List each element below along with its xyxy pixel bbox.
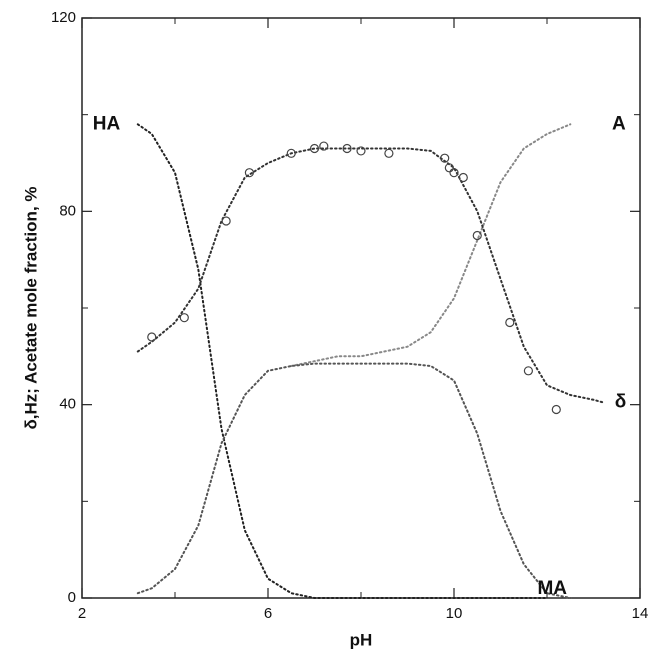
curve xyxy=(136,123,548,599)
curve-label: δ xyxy=(615,391,627,412)
curve-label: HA xyxy=(93,113,121,134)
y-tick-label: 120 xyxy=(51,9,76,26)
x-tick-label: 6 xyxy=(264,605,272,622)
data-point xyxy=(309,143,320,154)
curve xyxy=(136,147,604,404)
data-point xyxy=(440,153,450,163)
data-point xyxy=(384,148,394,158)
data-point xyxy=(286,148,296,158)
data-point xyxy=(356,146,366,156)
y-tick-label: 0 xyxy=(68,589,76,606)
data-point xyxy=(179,313,189,323)
data-point xyxy=(505,317,515,328)
y-tick-label: 80 xyxy=(59,202,76,219)
data-point xyxy=(444,163,454,173)
data-point xyxy=(449,168,459,178)
data-point xyxy=(342,143,352,154)
data-point xyxy=(472,230,482,241)
x-tick-label: 10 xyxy=(446,605,463,622)
y-axis-title: δ,Hz; Acetate mole fraction, % xyxy=(21,186,40,429)
data-point xyxy=(523,366,534,376)
x-axis-title: pH xyxy=(350,630,373,649)
x-tick-label: 14 xyxy=(632,605,649,622)
data-point xyxy=(244,168,254,178)
curve-label: A xyxy=(612,113,626,134)
plot-frame xyxy=(81,17,641,599)
y-tick-label: 40 xyxy=(59,396,76,413)
curve-label: MA xyxy=(537,578,567,599)
data-point xyxy=(319,141,329,151)
curve xyxy=(136,362,572,599)
data-point xyxy=(147,332,157,342)
x-tick-label: 2 xyxy=(78,605,86,622)
data-point xyxy=(551,404,561,415)
curve xyxy=(290,123,572,367)
data-point xyxy=(458,172,468,183)
data-point xyxy=(221,216,231,226)
